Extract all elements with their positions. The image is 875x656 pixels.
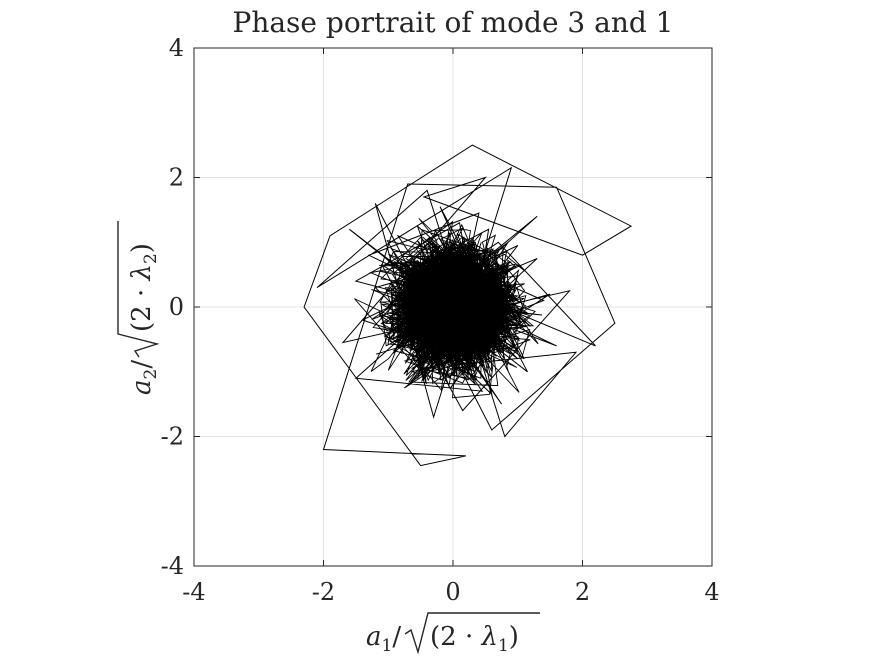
x-tick-label: -4 [182,578,205,606]
x-axis-label: a1/ (2 · λ1) [366,612,540,656]
svg-text:(2 · λ1): (2 · λ1) [430,622,519,656]
y-tick-label: 4 [169,34,184,62]
x-tick-label: 2 [575,578,590,606]
x-tick-label: -2 [312,578,335,606]
axis-ticks: -4 -2 0 2 4 -4 -2 0 2 4 [161,34,720,606]
trajectory-series [303,144,633,467]
x-tick-label: 0 [445,578,460,606]
chart-title: Phase portrait of mode 3 and 1 [232,6,673,39]
trajectory-series-line [303,144,633,467]
x-tick-label: 4 [704,578,719,606]
y-tick-label: -2 [161,423,184,451]
svg-text:a1/: a1/ [366,622,401,656]
y-tick-label: 0 [169,293,184,321]
y-tick-label: -4 [161,552,184,580]
y-tick-label: 2 [169,164,184,192]
y-axis-label: a2/ (2 · λ2) [117,221,161,395]
